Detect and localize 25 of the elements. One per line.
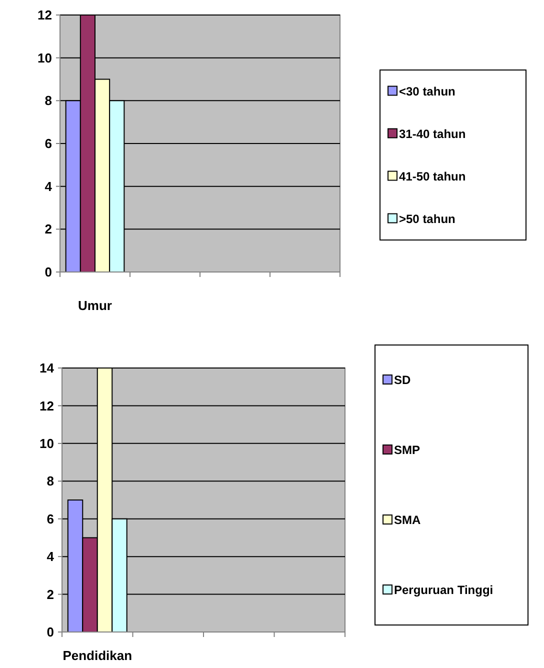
y-tick-label: 6 [46, 511, 54, 526]
y-tick-label: 10 [40, 436, 54, 451]
y-tick-label: 12 [40, 398, 54, 414]
y-tick-label: 8 [44, 93, 52, 108]
y-tick-label: 2 [46, 586, 54, 602]
y-tick-label: 4 [46, 549, 55, 564]
y-tick-label: 4 [44, 178, 53, 194]
y-tick-label: 8 [46, 474, 54, 489]
legend-label: SD [394, 373, 412, 388]
y-tick-label: 0 [46, 624, 54, 640]
legend-label: 31-40 tahun [399, 126, 466, 141]
legend-label: 41-50 tahun [399, 169, 466, 184]
y-tick-label: 10 [38, 50, 52, 66]
y-tick-label: 6 [44, 136, 52, 152]
legend-label: <30 tahun [399, 84, 456, 98]
y-tick-label: 12 [38, 8, 52, 23]
legend-label: SMA [394, 513, 421, 528]
legend-label: >50 tahun [399, 212, 456, 226]
x-axis-title: Pendidikan [62, 648, 132, 663]
y-tick-label: 0 [44, 264, 52, 280]
legend-label: Perguruan Tinggi [394, 583, 494, 598]
x-axis-title: Umur [78, 298, 112, 313]
legend-label: SMP [394, 443, 420, 458]
y-tick-label: 14 [40, 360, 55, 376]
y-tick-label: 2 [44, 222, 52, 237]
